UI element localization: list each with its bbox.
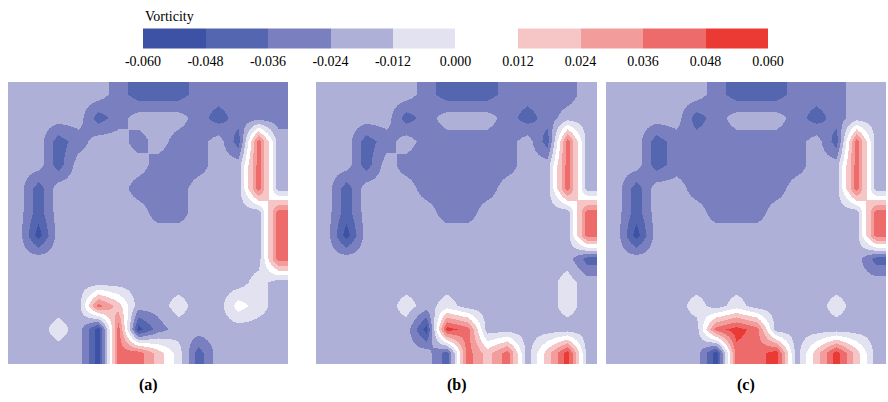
svg-text:0.036: 0.036 — [627, 54, 659, 69]
svg-text:0.024: 0.024 — [565, 54, 597, 69]
svg-text:-0.048: -0.048 — [187, 54, 223, 69]
svg-text:0.048: 0.048 — [690, 54, 722, 69]
svg-text:-0.024: -0.024 — [312, 54, 348, 69]
svg-text:(a): (a) — [139, 376, 158, 394]
svg-text:-0.060: -0.060 — [125, 54, 161, 69]
svg-text:-0.012: -0.012 — [375, 54, 411, 69]
svg-text:0.060: 0.060 — [752, 54, 784, 69]
svg-text:0.000: 0.000 — [440, 54, 472, 69]
svg-text:Vorticity: Vorticity — [145, 9, 194, 24]
svg-text:(b): (b) — [447, 376, 467, 394]
svg-text:0.012: 0.012 — [502, 54, 534, 69]
svg-text:-0.036: -0.036 — [250, 54, 286, 69]
svg-text:(c): (c) — [737, 376, 755, 394]
